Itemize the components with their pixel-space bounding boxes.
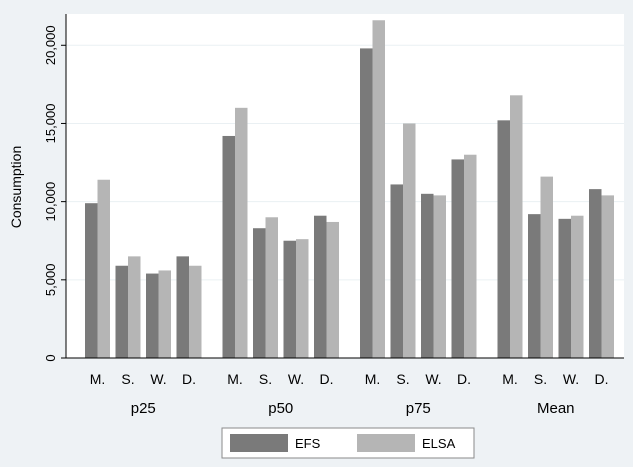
legend-label: EFS bbox=[295, 436, 321, 451]
bar-elsa-p50-0 bbox=[235, 107, 248, 359]
x-category-label: W. bbox=[425, 371, 441, 387]
bar-efs-p75-0 bbox=[360, 48, 373, 359]
x-category-label: W. bbox=[563, 371, 579, 387]
x-category-label: D. bbox=[595, 371, 609, 387]
x-axis-labels: M. S. W. D. p25 M. S. W. D. p50 M. S. W. D. p75 M. S. W. D… bbox=[90, 371, 609, 417]
bar-efs-p50-2 bbox=[283, 240, 296, 358]
x-category-label: M. bbox=[502, 371, 518, 387]
y-axis-label: Consumption bbox=[8, 146, 24, 229]
legend: EFS ELSA bbox=[221, 427, 475, 459]
bar-elsa-p25-1 bbox=[128, 256, 141, 358]
bar-efs-p25-2 bbox=[146, 273, 159, 358]
bar-elsa-mean-0 bbox=[510, 95, 523, 359]
bar-efs-p50-3 bbox=[314, 215, 327, 358]
y-tick-label: 20,000 bbox=[43, 25, 58, 65]
bars bbox=[85, 20, 614, 359]
x-category-label: M. bbox=[365, 371, 381, 387]
bar-elsa-p25-0 bbox=[97, 179, 110, 358]
bar-efs-mean-3 bbox=[589, 189, 602, 358]
x-category-label: S. bbox=[121, 371, 134, 387]
x-category-label: S. bbox=[259, 371, 272, 387]
bar-elsa-p75-2 bbox=[433, 195, 446, 358]
bar-efs-mean-0 bbox=[497, 120, 510, 358]
bar-efs-p25-1 bbox=[115, 265, 128, 358]
y-axis-ticks: 0 5,000 10,000 15,000 20,000 bbox=[43, 25, 66, 362]
bar-efs-p75-2 bbox=[421, 193, 434, 358]
bar-elsa-p75-1 bbox=[403, 123, 416, 358]
bar-elsa-mean-2 bbox=[571, 215, 584, 358]
x-category-label: D. bbox=[457, 371, 471, 387]
bar-elsa-p75-0 bbox=[372, 20, 385, 358]
y-tick-label: 0 bbox=[43, 354, 58, 361]
bar-efs-p50-1 bbox=[253, 228, 266, 358]
x-group-label: Mean bbox=[537, 400, 575, 417]
bar-efs-p25-3 bbox=[176, 256, 189, 358]
bar-efs-p25-0 bbox=[85, 203, 98, 358]
x-group-label: p50 bbox=[268, 400, 293, 417]
x-category-label: M. bbox=[227, 371, 243, 387]
y-tick-label: 5,000 bbox=[43, 264, 58, 297]
legend-label: ELSA bbox=[422, 436, 456, 451]
legend-swatch bbox=[230, 434, 288, 452]
bar-efs-p75-3 bbox=[451, 159, 464, 358]
x-category-label: D. bbox=[320, 371, 334, 387]
bar-elsa-mean-3 bbox=[601, 195, 614, 358]
x-category-label: D. bbox=[182, 371, 196, 387]
bar-elsa-mean-1 bbox=[540, 176, 553, 358]
x-category-label: S. bbox=[396, 371, 409, 387]
y-tick-label: 10,000 bbox=[43, 182, 58, 222]
y-tick-label: 15,000 bbox=[43, 104, 58, 144]
legend-swatch bbox=[357, 434, 415, 452]
bar-elsa-p50-1 bbox=[265, 217, 278, 358]
bar-elsa-p75-3 bbox=[464, 154, 477, 358]
x-category-label: W. bbox=[288, 371, 304, 387]
axes bbox=[65, 14, 624, 359]
x-group-label: p25 bbox=[131, 400, 156, 417]
bar-elsa-p50-3 bbox=[326, 221, 339, 358]
bar-efs-p50-0 bbox=[222, 135, 235, 358]
bar-elsa-p50-2 bbox=[296, 239, 309, 358]
x-group-label: p75 bbox=[406, 400, 431, 417]
bar-efs-mean-2 bbox=[558, 218, 571, 358]
bar-efs-p75-1 bbox=[390, 184, 403, 358]
x-category-label: W. bbox=[150, 371, 166, 387]
bar-efs-mean-1 bbox=[528, 214, 541, 358]
x-category-label: M. bbox=[90, 371, 106, 387]
bar-elsa-p25-2 bbox=[158, 270, 171, 358]
bar-elsa-p25-3 bbox=[189, 265, 202, 358]
x-category-label: S. bbox=[534, 371, 547, 387]
